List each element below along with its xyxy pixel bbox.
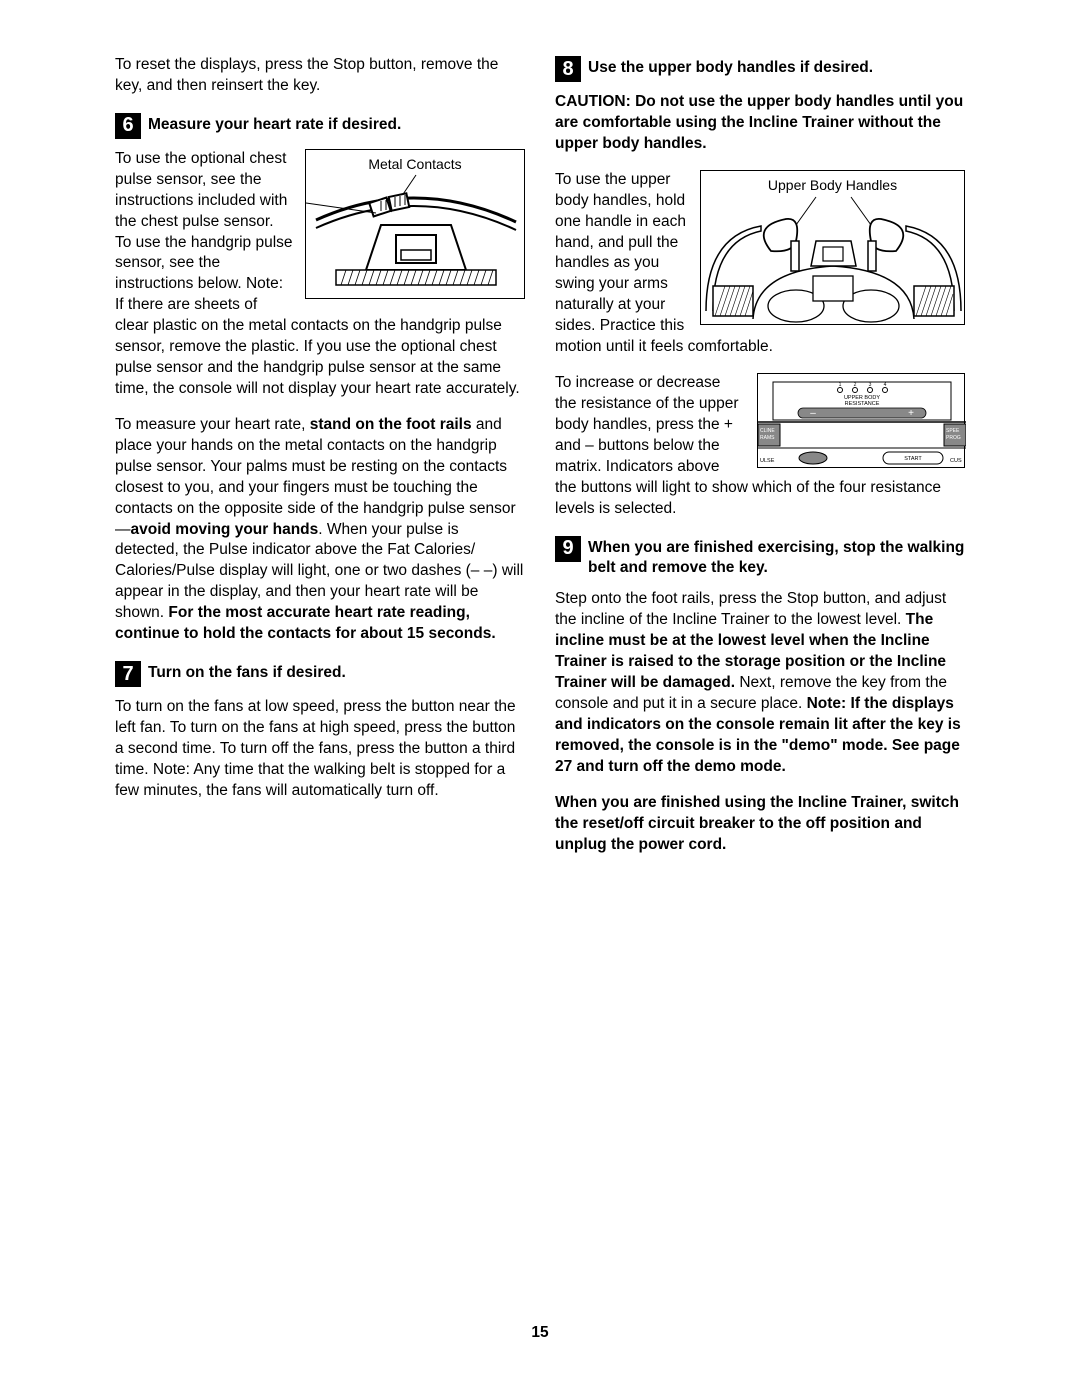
svg-text:RESISTANCE: RESISTANCE: [845, 401, 880, 407]
svg-text:CUS: CUS: [950, 458, 962, 464]
metal-contacts-illustration: [306, 150, 526, 300]
step-6-title: Measure your heart rate if desired.: [148, 112, 401, 136]
step-9-number: 9: [555, 536, 581, 562]
step-6-p2: To measure your heart rate, stand on the…: [115, 415, 525, 645]
svg-text:3: 3: [869, 382, 872, 388]
step-9-header: 9 When you are finished exercising, stop…: [555, 535, 965, 580]
step-8-caution: CAUTION: Do not use the upper body handl…: [555, 92, 965, 155]
step-7-number: 7: [115, 661, 141, 687]
step-6-header: 6 Measure your heart rate if desired.: [115, 112, 525, 139]
step-8-header: 8 Use the upper body handles if desired.: [555, 55, 965, 82]
step-7-header: 7 Turn on the fans if desired.: [115, 660, 525, 687]
step-8-number: 8: [555, 56, 581, 82]
step-6-number: 6: [115, 113, 141, 139]
step-9-title: When you are finished exercising, stop t…: [588, 535, 965, 580]
svg-text:+: +: [908, 408, 914, 419]
figure-metal-contacts: Metal Contacts: [305, 149, 525, 299]
step-9-p2: When you are finished using the Incline …: [555, 793, 965, 856]
svg-text:–: –: [810, 408, 816, 419]
svg-text:RAMS: RAMS: [760, 435, 775, 441]
upper-body-handles-illustration: [701, 171, 966, 326]
svg-text:1: 1: [839, 382, 842, 388]
step-8-title: Use the upper body handles if desired.: [588, 55, 873, 79]
step-7-p1: To turn on the fans at low speed, press …: [115, 697, 525, 802]
svg-text:SPEE: SPEE: [946, 428, 960, 434]
svg-text:2: 2: [854, 382, 857, 388]
figure-upper-body-handles-label: Upper Body Handles: [701, 177, 964, 193]
step-9-p1: Step onto the foot rails, press the Stop…: [555, 589, 965, 777]
page-number: 15: [0, 1324, 1080, 1342]
resistance-buttons-illustration: 1 2 3 4 UPPER BODY RESISTANCE – +: [758, 374, 966, 469]
figure-resistance-buttons: 1 2 3 4 UPPER BODY RESISTANCE – +: [757, 373, 965, 468]
figure-metal-contacts-label: Metal Contacts: [306, 156, 524, 172]
svg-text:4: 4: [884, 382, 887, 388]
svg-text:ULSE: ULSE: [760, 458, 775, 464]
svg-text:CLINE: CLINE: [760, 428, 775, 434]
step-7-title: Turn on the fans if desired.: [148, 660, 346, 684]
intro-text: To reset the displays, press the Stop bu…: [115, 55, 525, 97]
svg-text:START: START: [904, 456, 922, 462]
svg-text:PROG: PROG: [946, 435, 961, 441]
figure-upper-body-handles: Upper Body Handles: [700, 170, 965, 325]
